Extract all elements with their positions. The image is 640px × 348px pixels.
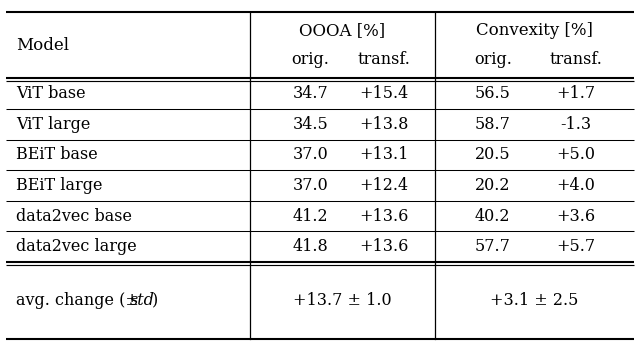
Text: ): ) [152,292,159,309]
Text: 41.2: 41.2 [292,208,328,224]
Text: +1.7: +1.7 [556,85,596,102]
Text: +12.4: +12.4 [360,177,408,194]
Text: 41.8: 41.8 [292,238,328,255]
Text: 20.5: 20.5 [475,147,511,163]
Text: 40.2: 40.2 [475,208,511,224]
Text: +13.6: +13.6 [359,208,409,224]
Text: data2vec large: data2vec large [16,238,137,255]
Text: +5.0: +5.0 [557,147,595,163]
Text: +13.6: +13.6 [359,238,409,255]
Text: 58.7: 58.7 [475,116,511,133]
Text: +13.1: +13.1 [359,147,409,163]
Text: -1.3: -1.3 [561,116,591,133]
Text: avg. change (±: avg. change (± [16,292,139,309]
Text: BEiT base: BEiT base [16,147,98,163]
Text: +13.8: +13.8 [359,116,409,133]
Text: +3.1 ± 2.5: +3.1 ± 2.5 [490,292,579,309]
Text: +13.7 ± 1.0: +13.7 ± 1.0 [293,292,392,309]
Text: 34.7: 34.7 [292,85,328,102]
Text: Model: Model [16,37,69,54]
Text: 56.5: 56.5 [475,85,511,102]
Text: orig.: orig. [474,51,512,68]
Text: BEiT large: BEiT large [16,177,102,194]
Text: 34.5: 34.5 [292,116,328,133]
Text: +5.7: +5.7 [556,238,596,255]
Text: ViT base: ViT base [16,85,86,102]
Text: transf.: transf. [358,51,410,68]
Text: std: std [130,292,155,309]
Text: OOOA [%]: OOOA [%] [300,22,385,39]
Text: +4.0: +4.0 [557,177,595,194]
Text: +15.4: +15.4 [360,85,408,102]
Text: 37.0: 37.0 [292,147,328,163]
Text: +3.6: +3.6 [556,208,596,224]
Text: 20.2: 20.2 [475,177,511,194]
Text: 57.7: 57.7 [475,238,511,255]
Text: transf.: transf. [550,51,602,68]
Text: Convexity [%]: Convexity [%] [476,22,593,39]
Text: data2vec base: data2vec base [16,208,132,224]
Text: ViT large: ViT large [16,116,90,133]
Text: orig.: orig. [291,51,330,68]
Text: 37.0: 37.0 [292,177,328,194]
